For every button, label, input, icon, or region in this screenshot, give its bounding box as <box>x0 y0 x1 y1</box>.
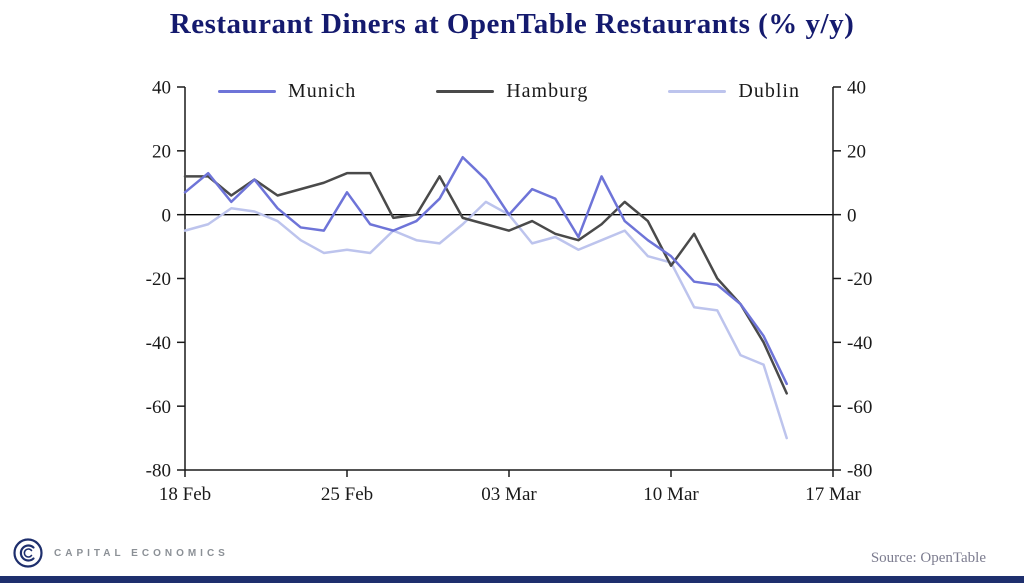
legend-item-hamburg: Hamburg <box>436 80 588 103</box>
legend-label-munich: Munich <box>288 80 357 102</box>
y-tick-label-left: -20 <box>146 269 171 290</box>
capital-economics-wordmark: CAPITAL ECONOMICS <box>54 547 229 559</box>
legend-label-dublin: Dublin <box>738 80 800 102</box>
capital-economics-logo: CAPITAL ECONOMICS <box>12 537 229 569</box>
legend-item-munich: Munich <box>218 80 356 103</box>
y-tick-label-right: -60 <box>847 397 872 418</box>
series-line-hamburg <box>183 171 788 395</box>
y-tick-label-left: -40 <box>146 333 171 354</box>
legend-swatch-munich-line <box>218 90 277 93</box>
y-tick-label-right: 40 <box>847 78 866 99</box>
y-tick-label-left: 40 <box>152 78 171 99</box>
y-tick-label-right: -20 <box>847 269 872 290</box>
y-tick-label-left: -60 <box>146 397 171 418</box>
y-tick-label-right: 20 <box>847 141 866 162</box>
source-attribution: Source: OpenTable <box>870 550 986 566</box>
y-tick-label-right: -40 <box>847 333 872 354</box>
y-tick-label-right: -80 <box>847 461 872 482</box>
bottom-accent-bar <box>0 576 1024 583</box>
capital-economics-logo-icon <box>13 538 43 568</box>
series-line-dublin <box>183 200 788 440</box>
x-tick-label: 18 Feb <box>159 484 211 505</box>
y-tick-label-left: -80 <box>146 461 171 482</box>
x-tick-label: 03 Mar <box>481 484 537 505</box>
y-tick-label-left: 0 <box>162 205 172 226</box>
x-tick-label: 17 Mar <box>805 484 861 505</box>
y-tick-label-left: 20 <box>152 141 171 162</box>
chart-legend: Munich Hamburg Dublin <box>185 80 833 103</box>
series-line-munich <box>183 155 788 386</box>
legend-label-hamburg: Hamburg <box>506 80 589 102</box>
x-tick-label: 25 Feb <box>321 484 373 505</box>
legend-item-dublin: Dublin <box>668 80 800 103</box>
y-tick-label-right: 0 <box>847 205 857 226</box>
x-tick-label: 10 Mar <box>643 484 699 505</box>
legend-swatch-hamburg-line <box>436 90 495 93</box>
legend-swatch-dublin-line <box>668 90 727 93</box>
chart-title: Restaurant Diners at OpenTable Restauran… <box>169 8 855 40</box>
